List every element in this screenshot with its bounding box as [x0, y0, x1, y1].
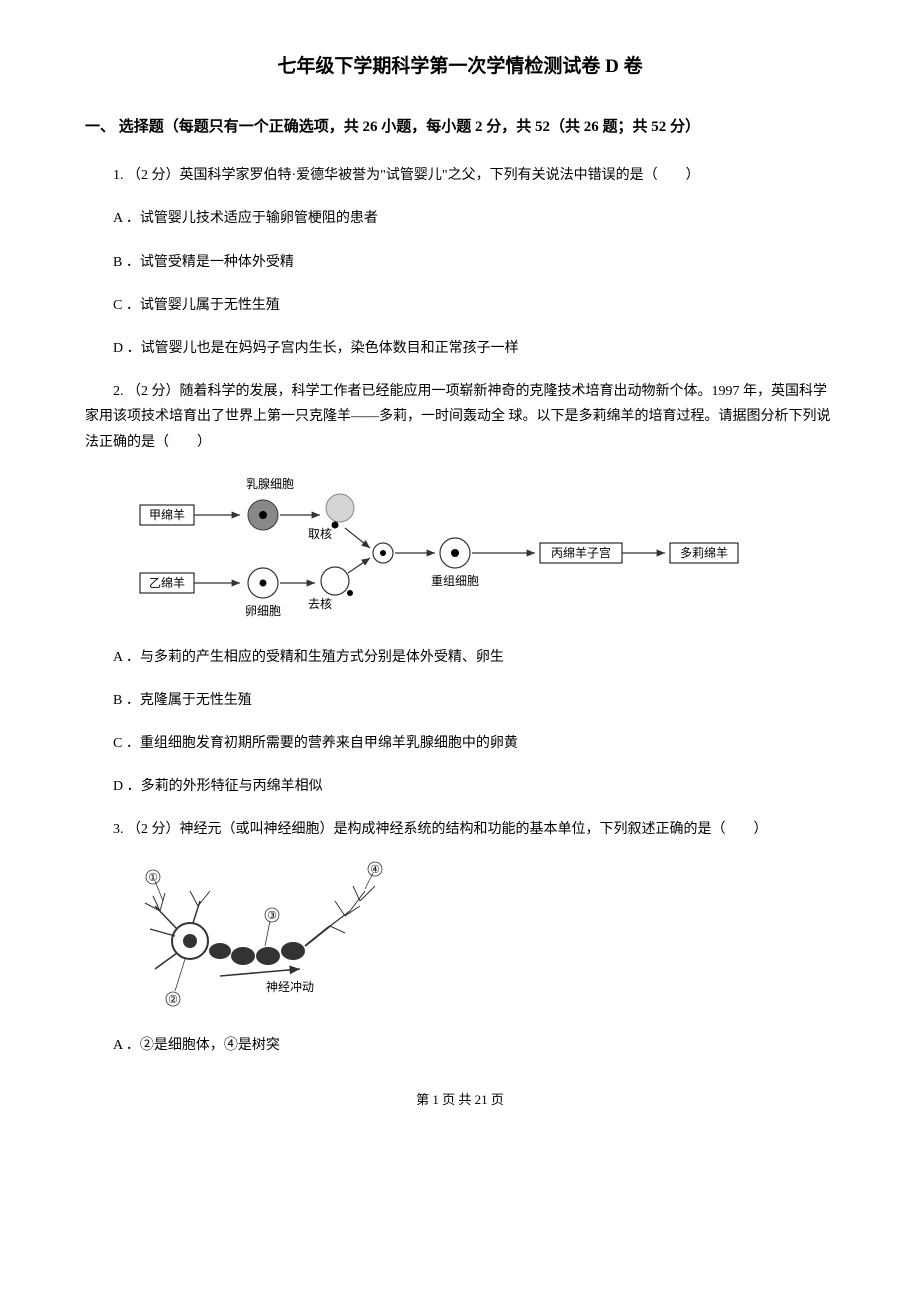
label-n3: ③	[267, 910, 277, 922]
q1-option-c: C ．试管婴儿属于无性生殖	[85, 293, 835, 318]
q2-option-a: A ．与多莉的产生相应的受精和生殖方式分别是体外受精、卵生	[85, 645, 835, 670]
label-impulse: 神经冲动	[266, 979, 314, 994]
label-jia: 甲绵羊	[149, 507, 185, 522]
q2-intro: 2. （2 分）随着科学的发展，科学工作者已经能应用一项崭新神奇的克隆技术培育出…	[85, 379, 835, 455]
q1-option-b: B ．试管受精是一种体外受精	[85, 250, 835, 275]
q3-intro: 3. （2 分）神经元（或叫神经细胞）是构成神经系统的结构和功能的基本单位，下列…	[85, 817, 835, 842]
label-quhe2: 去核	[308, 597, 332, 611]
q2-option-c: C ．重组细胞发育初期所需要的营养来自甲绵羊乳腺细胞中的卵黄	[85, 731, 835, 756]
page-title: 七年级下学期科学第一次学情检测试卷 D 卷	[85, 50, 835, 84]
question-2: 2. （2 分）随着科学的发展，科学工作者已经能应用一项崭新神奇的克隆技术培育出…	[85, 379, 835, 799]
label-n4: ④	[370, 864, 380, 876]
label-n1: ①	[148, 872, 158, 884]
page-footer: 第 1 页 共 21 页	[85, 1088, 835, 1111]
q1-option-a: A ．试管婴儿技术适应于输卵管梗阻的患者	[85, 206, 835, 231]
label-chongzu: 重组细胞	[431, 574, 479, 588]
q1-option-d: D ．试管婴儿也是在妈妈子宫内生长，染色体数目和正常孩子一样	[85, 336, 835, 361]
q2-option-d: D ．多莉的外形特征与丙绵羊相似	[85, 774, 835, 799]
q1-intro: 1. （2 分）英国科学家罗伯特·爱德华被誉为"试管婴儿"之父，下列有关说法中错…	[85, 163, 835, 188]
q3-diagram: 神经冲动 ① ② ③ ④	[135, 861, 835, 1011]
label-luanxibao: 卵细胞	[245, 604, 281, 618]
label-duoli: 多莉绵羊	[680, 545, 728, 560]
label-n2: ②	[168, 994, 178, 1006]
label-bing: 丙绵羊子宫	[551, 545, 611, 560]
section-title: 一、 选择题（每题只有一个正确选项，共 26 小题，每小题 2 分，共 52（共…	[85, 114, 835, 141]
q2-diagram: 甲绵羊 乳腺细胞 取核 乙绵羊 卵细胞	[135, 473, 835, 623]
label-quhe: 取核	[308, 527, 332, 541]
q3-option-a: A ．②是细胞体，④是树突	[85, 1033, 835, 1058]
question-1: 1. （2 分）英国科学家罗伯特·爱德华被誉为"试管婴儿"之父，下列有关说法中错…	[85, 163, 835, 361]
question-3: 3. （2 分）神经元（或叫神经细胞）是构成神经系统的结构和功能的基本单位，下列…	[85, 817, 835, 1057]
label-yi: 乙绵羊	[149, 575, 185, 590]
label-ruxian: 乳腺细胞	[246, 477, 294, 491]
q2-option-b: B ．克隆属于无性生殖	[85, 688, 835, 713]
